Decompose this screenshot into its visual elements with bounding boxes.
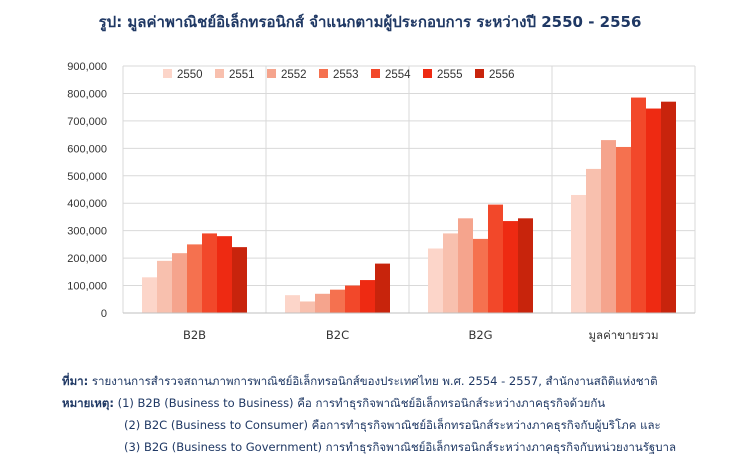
bar <box>232 247 247 313</box>
bar <box>202 233 217 313</box>
remark-1: (1) B2B (Business to Business) คือ การทำ… <box>117 396 606 410</box>
y-tick-label: 800,000 <box>67 88 107 100</box>
bar <box>375 263 390 313</box>
bar <box>157 260 172 313</box>
legend-swatch <box>319 69 328 78</box>
bar <box>571 194 586 313</box>
legend-label: 2554 <box>385 69 411 81</box>
bar <box>458 218 473 313</box>
legend-label: 2551 <box>229 69 255 81</box>
legend-label: 2556 <box>489 69 515 81</box>
bar <box>586 168 601 313</box>
x-tick-label: B2B <box>183 328 206 342</box>
remark-2: (2) B2C (Business to Consumer) คือการทำธ… <box>124 418 661 432</box>
legend-label: 2550 <box>177 69 203 81</box>
y-tick-label: 600,000 <box>67 143 107 155</box>
chart-notes: ที่มา: รายงานการสำรวจสถานภาพการพาณิชย์อิ… <box>62 370 676 458</box>
bar <box>601 140 616 313</box>
bar <box>443 233 458 313</box>
remark-3: (3) B2G (Business to Government) การทำธุ… <box>124 440 677 454</box>
source-label: ที่มา: <box>62 374 89 388</box>
bar <box>300 301 315 313</box>
source-text: รายงานการสำรวจสถานภาพการพาณิชย์อิเล็กทรอ… <box>91 374 658 388</box>
source-line: ที่มา: รายงานการสำรวจสถานภาพการพาณิชย์อิ… <box>62 370 676 392</box>
bar <box>330 289 345 313</box>
bar <box>518 218 533 313</box>
bar <box>473 238 488 313</box>
legend-swatch <box>215 69 224 78</box>
bar-chart: 0 100,000 200,000 300,000 400,000 500,000 600,… <box>67 61 696 342</box>
legend-swatch <box>163 69 172 78</box>
legend-swatch <box>267 69 276 78</box>
x-tick-label: มูลค่าขายรวม <box>588 328 658 342</box>
legend-swatch <box>423 69 432 78</box>
bar <box>217 236 232 313</box>
chart-title: รูป: มูลค่าพาณิชย์อิเล็กทรอนิกส์ จำแนกตา… <box>98 13 642 31</box>
bar <box>488 204 503 313</box>
bar <box>503 221 518 313</box>
bar <box>360 280 375 313</box>
bar <box>315 293 330 313</box>
bar <box>428 248 443 313</box>
bar <box>661 101 676 313</box>
remark-label: หมายเหตุ: <box>62 396 114 410</box>
legend-label: 2552 <box>281 69 307 81</box>
bar <box>142 277 157 313</box>
bar <box>616 146 631 313</box>
y-tick-label: 0 <box>101 308 107 320</box>
bar <box>187 244 202 313</box>
y-tick-label: 400,000 <box>67 198 107 210</box>
y-tick-label: 100,000 <box>67 281 107 293</box>
bar <box>285 295 300 313</box>
y-tick-label: 900,000 <box>67 61 107 73</box>
y-tick-label: 300,000 <box>67 226 107 238</box>
y-tick-label: 700,000 <box>67 116 107 128</box>
bar <box>345 285 360 313</box>
legend-label: 2553 <box>333 69 359 81</box>
y-tick-label: 500,000 <box>67 171 107 183</box>
legend-label: 2555 <box>437 69 463 81</box>
bar <box>631 97 646 313</box>
bar <box>646 108 661 314</box>
legend-swatch <box>475 69 484 78</box>
remark-line-1: หมายเหตุ: (1) B2B (Business to Business)… <box>62 392 676 414</box>
bar <box>172 253 187 313</box>
x-tick-label: B2C <box>326 328 349 342</box>
legend-swatch <box>371 69 380 78</box>
y-tick-label: 200,000 <box>67 253 107 265</box>
x-tick-label: B2G <box>468 328 492 342</box>
